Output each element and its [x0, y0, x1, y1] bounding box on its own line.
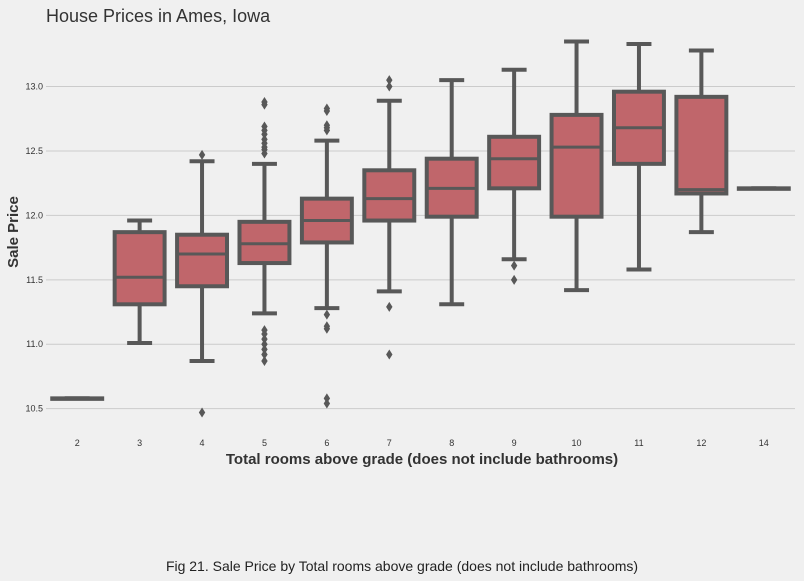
y-axis-label: Sale Price: [5, 196, 22, 268]
outlier-point: [386, 81, 393, 92]
outlier-point: [198, 407, 206, 418]
box-2: [50, 396, 105, 401]
x-tick-label: 9: [512, 438, 517, 448]
outlier-point: [261, 134, 268, 145]
box-6: [299, 103, 354, 409]
x-axis-label: Total rooms above grade (does not includ…: [226, 451, 618, 468]
boxes: [50, 39, 791, 418]
iqr-box: [549, 112, 604, 219]
outlier-point: [323, 309, 331, 320]
box-3: [112, 218, 167, 345]
box-4: [175, 149, 230, 418]
y-tick-label: 13.0: [25, 82, 43, 92]
x-tick-label: 14: [759, 438, 769, 448]
iqr-box: [112, 230, 167, 307]
iqr-box: [175, 232, 230, 289]
chart-title: House Prices in Ames, Iowa: [46, 6, 271, 26]
outlier-point: [261, 97, 268, 108]
y-tick-label: 11.0: [26, 339, 43, 349]
x-tick-label: 2: [75, 438, 80, 448]
outlier-point: [323, 393, 331, 404]
y-tick-label: 12.5: [25, 146, 43, 156]
outlier-point: [386, 301, 393, 312]
y-tick-label: 10.5: [25, 404, 43, 414]
figure-caption: Fig 21. Sale Price by Total rooms above …: [165, 558, 639, 574]
box-10: [549, 39, 604, 293]
box-11: [611, 42, 666, 272]
outlier-point: [510, 274, 518, 285]
x-tick-labels: 2 3 4 5 6 7 8 9 10 11 12 14: [75, 438, 769, 448]
grid-lines: [46, 86, 795, 410]
outlier-point: [386, 349, 393, 360]
y-tick-labels: 10.5 11.0 11.5 12.0 12.5 13.0: [25, 82, 43, 414]
outlier-point: [323, 120, 331, 131]
x-tick-label: 6: [324, 438, 329, 448]
y-tick-label: 12.0: [25, 210, 43, 220]
iqr-box: [362, 168, 417, 223]
box-plot-chart: House Prices in Ames, Iowa Sale Price To…: [5, 6, 795, 468]
x-tick-label: 11: [634, 438, 643, 448]
x-tick-label: 12: [696, 438, 706, 448]
box-12: [674, 48, 729, 235]
box-7: [362, 75, 417, 360]
outlier-point: [386, 75, 393, 86]
outlier-point: [261, 355, 268, 366]
x-tick-label: 7: [387, 438, 392, 448]
outlier-point: [510, 260, 518, 271]
box-5: [237, 97, 292, 366]
outlier-point: [261, 121, 268, 132]
iqr-box: [487, 134, 542, 191]
iqr-box: [674, 94, 729, 196]
y-tick-label: 11.5: [26, 275, 43, 285]
x-tick-label: 4: [200, 438, 205, 448]
outlier-point: [261, 334, 268, 345]
outlier-point: [261, 325, 268, 336]
outlier-point: [261, 339, 268, 350]
outlier-point: [323, 398, 331, 409]
outlier-point: [198, 149, 206, 160]
x-tick-label: 10: [572, 438, 582, 448]
outlier-point: [261, 349, 268, 360]
box-8: [424, 78, 479, 307]
box-9: [487, 67, 542, 285]
outlier-point: [323, 103, 331, 114]
outlier-point: [261, 344, 268, 355]
outlier-point: [323, 321, 331, 332]
x-tick-label: 8: [449, 438, 454, 448]
box-14: [736, 186, 791, 191]
x-tick-label: 3: [137, 438, 142, 448]
x-tick-label: 5: [262, 438, 267, 448]
